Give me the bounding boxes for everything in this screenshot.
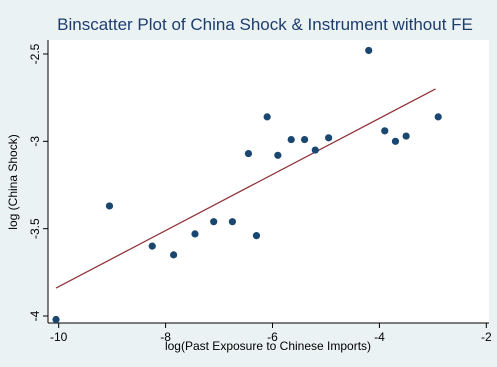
y-tick-label: -3.5 <box>28 218 42 239</box>
data-point <box>52 315 60 324</box>
x-ticks: -10 -8 -6 -4 -2 <box>50 323 492 344</box>
x-tick-label: -8 <box>160 330 171 344</box>
data-point <box>252 232 261 240</box>
x-tick-label: -10 <box>50 330 68 344</box>
data-point <box>434 113 442 121</box>
points-group <box>52 46 442 324</box>
data-point <box>402 132 410 140</box>
y-tick-label: -3 <box>28 136 42 147</box>
data-point <box>244 149 253 158</box>
data-point <box>170 251 178 259</box>
chart-title: Binscatter Plot of China Shock & Instrum… <box>57 15 473 34</box>
data-point <box>228 218 237 226</box>
data-point <box>105 202 114 210</box>
y-tick-label: -4 <box>28 310 42 321</box>
y-axis-label: log (China Shock) <box>6 134 20 229</box>
data-point <box>325 134 333 142</box>
data-point <box>311 146 319 154</box>
y-tick-label: -2.5 <box>28 43 42 64</box>
x-axis-label: log(Past Exposure to Chinese Imports) <box>165 339 371 353</box>
data-point <box>274 151 282 159</box>
fit-line <box>55 88 436 289</box>
data-point <box>287 135 295 144</box>
x-tick-label: -2 <box>481 330 492 344</box>
data-point <box>365 46 373 55</box>
data-point <box>300 135 309 144</box>
data-point <box>391 137 400 145</box>
axes <box>47 40 489 324</box>
plot-area <box>48 40 489 323</box>
x-tick-label: -4 <box>374 330 385 344</box>
data-point <box>148 242 156 250</box>
data-point <box>263 113 271 121</box>
data-point <box>381 127 389 135</box>
fit-line-group <box>55 88 436 289</box>
data-point <box>210 218 218 226</box>
data-point <box>191 230 199 238</box>
y-ticks: -4 -3.5 -3 -2.5 <box>28 43 48 321</box>
x-tick-label: -6 <box>267 330 278 344</box>
